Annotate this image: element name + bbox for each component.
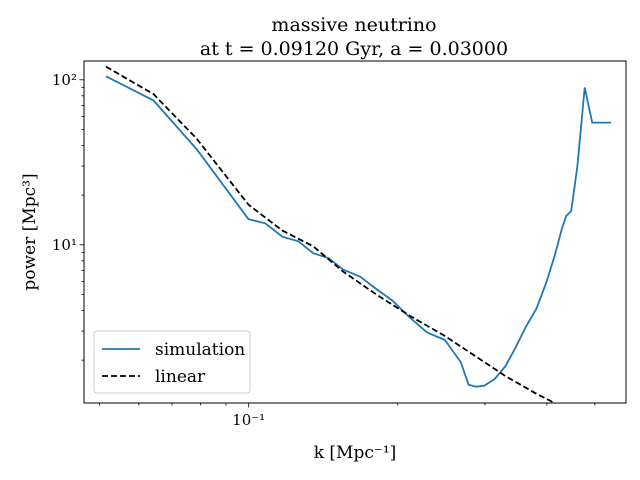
ticks-layer: 10⁻¹ 10¹ 10²: [52, 71, 596, 429]
chart-subtitle: at t = 0.09120 Gyr, a = 0.03000: [200, 38, 508, 60]
chart-title: massive neutrino: [271, 14, 436, 36]
plot-area: [83, 60, 627, 404]
legend-label-simulation: simulation: [155, 340, 245, 360]
x-axis-label: k [Mpc⁻¹]: [314, 443, 397, 463]
legend: simulation linear: [93, 330, 251, 394]
y-tick-label: 10²: [52, 71, 77, 89]
axes-frame: [83, 60, 627, 404]
series-line-simulation: [105, 75, 611, 388]
x-tick-label: 10⁻¹: [232, 411, 265, 429]
legend-box: [93, 330, 251, 394]
y-tick-label: 10¹: [52, 236, 77, 254]
y-axis-label: power [Mpc³]: [20, 173, 40, 290]
series-line-linear: [105, 65, 556, 403]
series-layer: [105, 65, 611, 403]
legend-label-linear: linear: [155, 367, 206, 387]
